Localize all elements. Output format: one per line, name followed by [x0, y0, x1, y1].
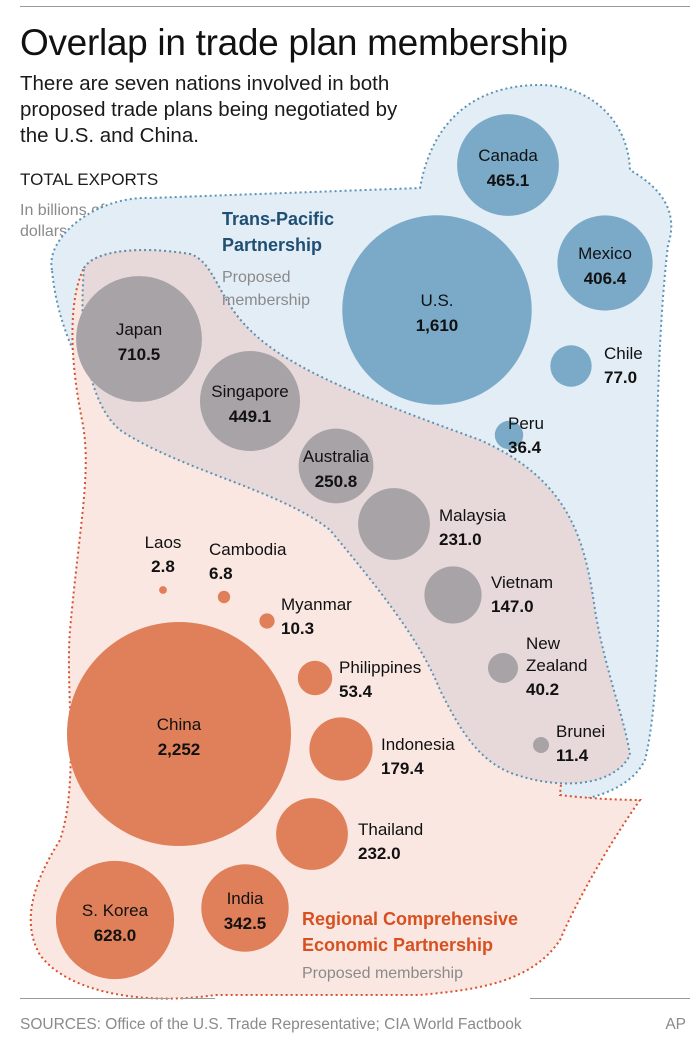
label-name-peru: Peru	[508, 414, 544, 433]
value-label: TOTAL EXPORTS	[20, 170, 159, 189]
label-name-china: China	[157, 715, 202, 734]
bubble-cambodia	[217, 590, 231, 604]
bubble-malaysia	[358, 488, 430, 560]
label-name-new-zealand-1: New	[526, 634, 561, 653]
rcep-title-line-2: Economic Partnership	[302, 935, 493, 955]
tpp-sub-line-1: Proposed	[222, 269, 291, 286]
label-name-indonesia: Indonesia	[381, 735, 455, 754]
label-value-chile: 77.0	[604, 368, 637, 387]
label-name-japan: Japan	[116, 320, 162, 339]
label-name-singapore: Singapore	[211, 382, 289, 401]
bubble-canada	[457, 114, 559, 216]
sources-note: SOURCES: Office of the U.S. Trade Repres…	[20, 1016, 522, 1033]
label-value-canada: 465.1	[487, 171, 530, 190]
label-value-laos: 2.8	[151, 557, 175, 576]
label-name-mexico: Mexico	[578, 244, 632, 263]
label-value-singapore: 449.1	[229, 407, 272, 426]
bubble-japan	[76, 276, 202, 402]
bubble-thailand	[276, 798, 348, 870]
bubble-u-s	[342, 215, 532, 405]
unit-label: In billions of dollars	[20, 202, 105, 240]
label-value-brunei: 11.4	[556, 746, 589, 765]
bubble-singapore	[200, 351, 300, 451]
label-name-australia: Australia	[303, 447, 370, 466]
label-value-cambodia: 6.8	[209, 564, 233, 583]
label-value-s-korea: 628.0	[94, 926, 137, 945]
label-value-u-s: 1,610	[416, 316, 459, 335]
bubble-brunei	[533, 737, 549, 753]
bubble-new-zealand	[488, 653, 518, 683]
label-value-philippines: 53.4	[339, 682, 373, 701]
bubble-australia	[298, 428, 374, 504]
bubble-chile	[550, 345, 592, 387]
label-value-vietnam: 147.0	[491, 597, 534, 616]
tpp-title-line-2: Partnership	[222, 235, 322, 255]
label-value-thailand: 232.0	[358, 844, 401, 863]
label-name-u-s: U.S.	[420, 291, 453, 310]
label-name-laos: Laos	[145, 533, 182, 552]
label-name-philippines: Philippines	[339, 658, 421, 677]
bubble-vietnam	[424, 566, 482, 624]
page-subtitle: There are seven nations involved in both…	[20, 72, 398, 147]
bubble-peru	[494, 420, 524, 450]
tpp-title-line-1: Trans-Pacific	[222, 209, 334, 229]
label-value-mexico: 406.4	[584, 269, 627, 288]
bottom-rule-right	[530, 998, 690, 999]
label-name-new-zealand-2: Zealand	[526, 656, 587, 675]
page-title: Overlap in trade plan membership	[20, 22, 568, 63]
bubble-indonesia	[309, 717, 373, 781]
credit-ap: AP	[665, 1016, 686, 1033]
bubble-india	[201, 864, 289, 952]
bottom-rule-mid	[180, 998, 215, 999]
bottom-rule-left	[20, 998, 170, 999]
label-value-indonesia: 179.4	[381, 759, 424, 778]
label-name-canada: Canada	[478, 146, 538, 165]
label-value-india: 342.5	[224, 914, 267, 933]
rcep-title-line-1: Regional Comprehensive	[302, 909, 518, 929]
label-value-myanmar: 10.3	[281, 619, 314, 638]
label-name-vietnam: Vietnam	[491, 573, 553, 592]
label-name-myanmar: Myanmar	[281, 595, 352, 614]
label-name-chile: Chile	[604, 344, 643, 363]
bubble-s-korea	[55, 860, 175, 980]
tpp-sub-line-2: membership	[222, 292, 310, 309]
label-value-malaysia: 231.0	[439, 530, 482, 549]
label-value-japan: 710.5	[118, 345, 161, 364]
label-name-s-korea: S. Korea	[82, 901, 149, 920]
label-name-india: India	[227, 889, 264, 908]
label-value-australia: 250.8	[315, 472, 358, 491]
label-value-china: 2,252	[158, 740, 201, 759]
top-rule	[20, 6, 690, 7]
label-name-thailand: Thailand	[358, 820, 423, 839]
label-name-malaysia: Malaysia	[439, 506, 507, 525]
bubble-philippines	[297, 660, 333, 696]
label-name-brunei: Brunei	[556, 722, 605, 741]
rcep-sub-line-1: Proposed membership	[302, 965, 463, 982]
bubble-myanmar	[259, 613, 275, 629]
label-value-peru: 36.4	[508, 438, 542, 457]
label-value-new-zealand: 40.2	[526, 680, 559, 699]
bubble-laos	[159, 586, 167, 594]
bubble-china	[67, 622, 291, 846]
label-name-cambodia: Cambodia	[209, 540, 287, 559]
bubble-mexico	[557, 215, 653, 311]
